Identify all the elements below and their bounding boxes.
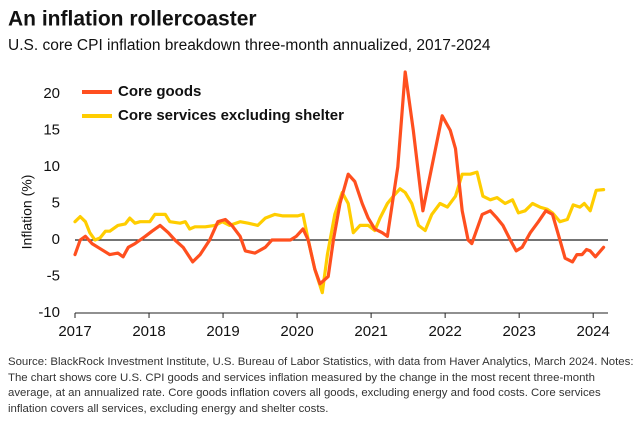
x-tick-label: 2023 <box>502 323 535 340</box>
y-tick-label: 5 <box>52 194 60 211</box>
source-note: Source: BlackRock Investment Institute, … <box>8 356 634 415</box>
y-tick-label: 0 <box>52 231 60 248</box>
y-axis-label: Inflation (%) <box>19 175 35 250</box>
chart: An inflation rollercoaster U.S. core CPI… <box>8 8 610 340</box>
legend-label: Core goods <box>118 83 201 100</box>
x-tick-label: 2024 <box>577 323 610 340</box>
x-tick-label: 2022 <box>428 323 461 340</box>
y-tick-label: 15 <box>43 121 60 138</box>
chart-title: An inflation rollercoaster <box>8 8 257 31</box>
y-tick-label: 20 <box>43 85 60 102</box>
y-tick-label: 10 <box>43 158 60 175</box>
y-tick-label: -10 <box>38 304 60 321</box>
x-tick-label: 2021 <box>354 323 387 340</box>
line-series <box>73 70 606 286</box>
legend-label: Core services excluding shelter <box>118 107 344 124</box>
x-tick-label: 2020 <box>280 323 313 340</box>
y-tick-label: -5 <box>47 267 60 284</box>
line-series <box>73 170 606 295</box>
x-tick-label: 2018 <box>132 323 165 340</box>
chart-subtitle: U.S. core CPI inflation breakdown three-… <box>8 37 491 54</box>
x-tick-label: 2019 <box>206 323 239 340</box>
x-tick-label: 2017 <box>58 323 91 340</box>
